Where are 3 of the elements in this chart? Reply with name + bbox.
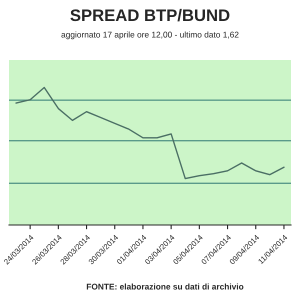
source-note: FONTE: elaborazione su dati di archivio [86,283,244,290]
chart-title: SPREAD BTP/BUND [70,8,230,22]
chart-subtitle: aggiornato 17 aprile ore 12,00 - ultimo dato 1,62 [61,31,239,40]
